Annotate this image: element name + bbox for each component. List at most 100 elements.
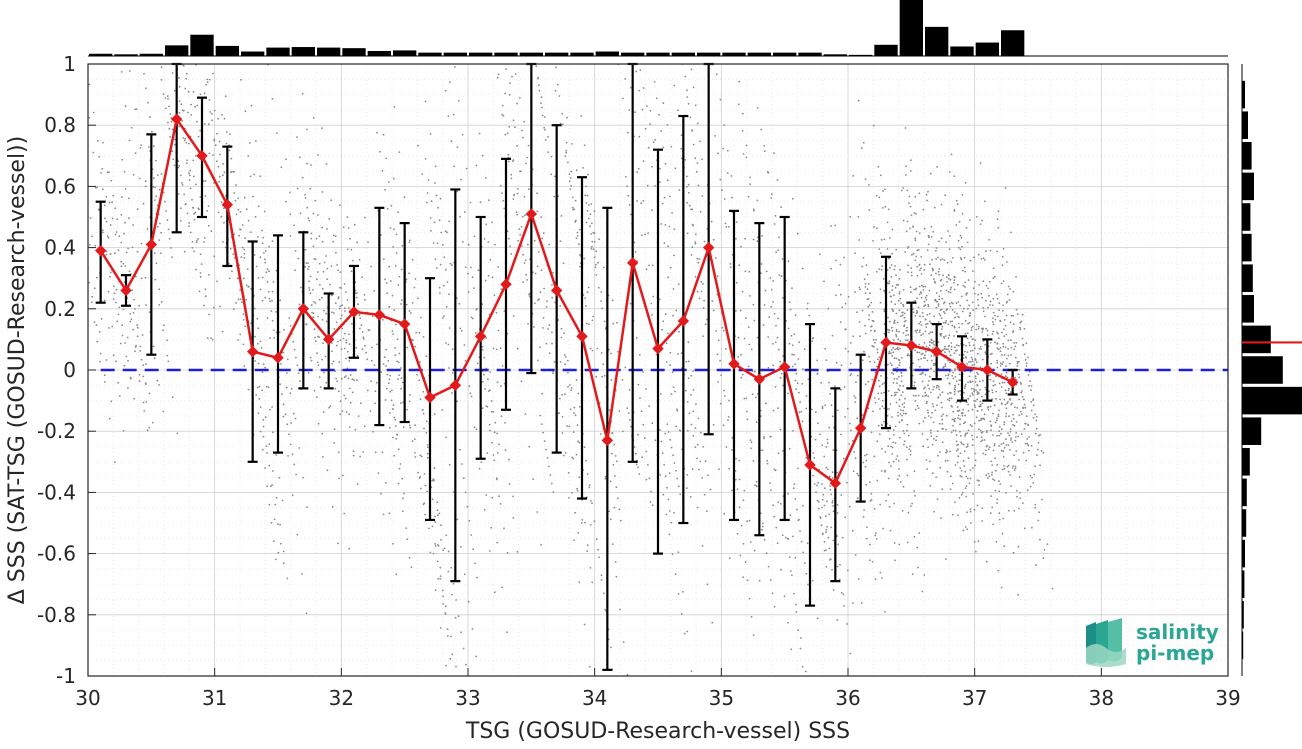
scatter-point [462,241,464,243]
scatter-point [884,470,887,473]
scatter-point [694,241,697,244]
right-histogram [1241,64,1302,676]
scatter-point [542,431,544,434]
scatter-point [195,241,198,244]
scatter-point [937,256,939,259]
scatter-point [581,519,584,521]
scatter-point [902,385,905,387]
scatter-point [878,385,881,388]
scatter-point [592,248,595,251]
scatter-point [591,349,594,352]
scatter-point [926,400,928,403]
scatter-point [889,266,891,269]
scatter-point [191,247,194,249]
scatter-point [799,530,801,532]
scatter-point [986,429,988,432]
scatter-point [918,293,921,296]
scatter-point [246,268,249,270]
scatter-point [1005,492,1007,494]
scatter-point [905,330,908,332]
scatter-point [345,341,348,344]
scatter-point [342,226,345,229]
scatter-point [971,434,973,437]
scatter-point [940,401,943,404]
scatter-point [903,402,906,404]
scatter-point [564,356,567,358]
scatter-point [129,320,132,323]
scatter-point [1030,385,1033,387]
scatter-point [500,288,503,290]
scatter-point [331,311,333,314]
scatter-point [583,144,586,147]
scatter-point [662,493,665,496]
scatter-point [927,243,930,246]
scatter-point [266,485,269,488]
scatter-point [289,235,292,237]
scatter-point [666,179,669,182]
scatter-point [287,455,289,457]
scatter-point [932,388,934,391]
scatter-point [460,329,463,332]
scatter-point [974,400,977,402]
scatter-point [974,459,977,462]
scatter-point [339,339,342,341]
scatter-point [1002,517,1004,520]
scatter-point [966,241,969,244]
scatter-point [960,237,963,239]
scatter-point [536,210,539,213]
scatter-point [672,314,674,317]
scatter-point [602,363,605,366]
scatter-point [223,117,226,120]
scatter-point [603,374,606,377]
scatter-point [741,130,744,132]
scatter-point [653,81,656,83]
scatter-point [250,104,253,107]
scatter-point [272,470,274,472]
scatter-point [816,359,819,362]
scatter-point [152,186,155,188]
scatter-point [1034,506,1036,509]
scatter-point [476,307,478,310]
scatter-point [628,109,631,111]
scatter-point [242,277,245,280]
scatter-point [697,417,700,420]
scatter-point [807,378,810,381]
scatter-point [858,286,861,289]
scatter-point [537,77,539,80]
scatter-point [953,279,956,282]
top-histogram-bar [798,52,822,56]
scatter-point [793,353,795,356]
scatter-point [498,443,500,446]
scatter-point [101,167,104,170]
scatter-point [439,197,442,200]
salinity-pi-mep-logo: salinity pi-mep [1082,616,1219,668]
scatter-point [220,215,223,218]
scatter-point [539,291,542,294]
scatter-point [439,566,442,569]
scatter-point [337,542,339,545]
scatter-point [489,258,492,261]
scatter-point [859,335,861,338]
scatter-point [652,141,655,144]
scatter-point [166,354,169,357]
scatter-point [677,551,680,554]
scatter-point [830,526,833,529]
scatter-point [521,215,524,218]
scatter-point [308,219,311,222]
scatter-point [218,305,221,308]
scatter-point [984,453,987,456]
scatter-point [117,381,120,384]
scatter-point [890,349,893,351]
scatter-point [597,286,600,289]
scatter-point [441,409,443,411]
scatter-point [837,409,839,412]
scatter-point [275,311,278,313]
scatter-point [793,592,795,595]
scatter-point [824,487,826,490]
scatter-point [218,180,221,183]
scatter-point [871,311,874,313]
scatter-point [728,467,731,470]
scatter-point [628,204,631,206]
scatter-point [995,375,997,378]
scatter-point [573,208,576,211]
